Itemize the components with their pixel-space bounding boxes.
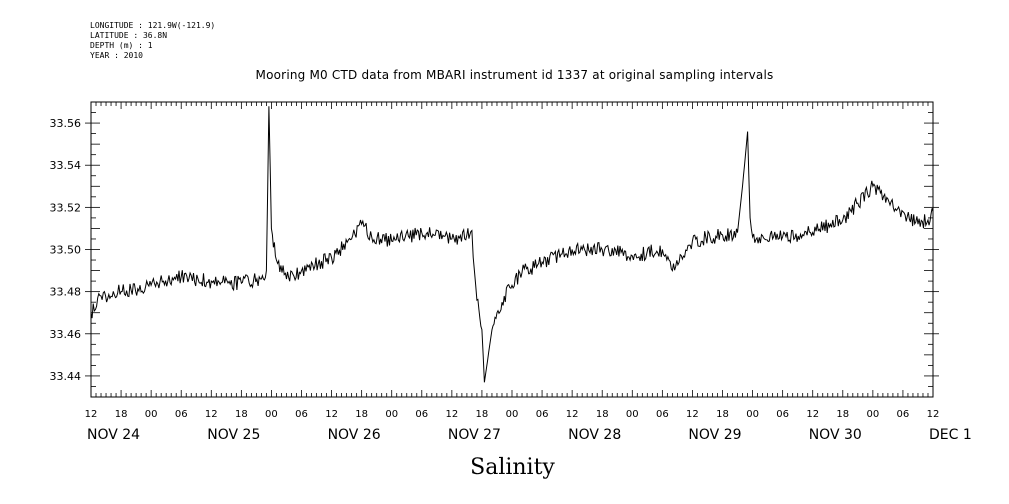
hour-tick-label: 18 [115,409,128,420]
salinity-series-line [90,106,934,383]
metadata-block: LONGITUDE : 121.9W(-121.9) LATITUDE : 36… [90,21,215,61]
y-tick-label: 33.50 [50,244,82,257]
y-tick-label: 33.48 [50,286,82,299]
hour-tick-label: 00 [506,409,519,420]
hour-tick-label: 06 [776,409,789,420]
hour-tick-label: 06 [415,409,428,420]
hour-tick-label: 18 [836,409,849,420]
chart-title-wrap: Mooring M0 CTD data from MBARI instrumen… [0,68,1009,82]
latitude-label: LATITUDE : 36.8N [90,31,168,40]
hour-tick-label: 12 [85,409,98,420]
day-label: NOV 27 [448,427,501,443]
hour-tick-label: 12 [927,409,940,420]
hour-tick-label: 18 [355,409,368,420]
hour-tick-label: 00 [626,409,639,420]
plot-frame [90,101,934,398]
y-tick-label: 33.52 [50,201,82,214]
hour-tick-label: 12 [806,409,819,420]
day-label: DEC 1 [929,427,972,443]
day-label: NOV 25 [207,427,260,443]
hour-tick-label: 12 [566,409,579,420]
hour-tick-label: 00 [385,409,398,420]
hour-tick-label: 00 [746,409,759,420]
hour-tick-label: 06 [175,409,188,420]
hour-tick-label: 06 [295,409,308,420]
y-tick-label: 33.44 [50,370,82,383]
hour-tick-label: 00 [866,409,879,420]
hour-tick-label: 06 [897,409,910,420]
day-label: NOV 24 [87,427,140,443]
day-label: NOV 30 [809,427,862,443]
year-label: YEAR : 2010 [90,51,143,60]
hour-tick-label: 12 [205,409,218,420]
hour-tick-label: 12 [445,409,458,420]
day-label: NOV 26 [328,427,381,443]
day-label: NOV 29 [688,427,741,443]
hour-tick-label: 18 [476,409,489,420]
hour-tick-label: 00 [145,409,158,420]
hour-tick-label: 12 [325,409,338,420]
depth-label: DEPTH (m) : 1 [90,41,153,50]
y-tick-label: 33.46 [50,328,82,341]
day-label: NOV 28 [568,427,621,443]
chart-title: Mooring M0 CTD data from MBARI instrumen… [255,68,774,82]
hour-tick-label: 12 [686,409,699,420]
hour-tick-label: 18 [716,409,729,420]
hour-tick-label: 18 [235,409,248,420]
hour-tick-label: 00 [265,409,278,420]
y-tick-label: 33.56 [50,117,82,130]
variable-label-wrap: Salinity [0,455,1009,480]
hour-tick-label: 06 [656,409,669,420]
hour-tick-label: 18 [596,409,609,420]
hour-tick-label: 06 [536,409,549,420]
variable-label: Salinity [470,455,555,480]
y-tick-label: 33.54 [50,159,82,172]
longitude-label: LONGITUDE : 121.9W(-121.9) [90,21,216,30]
